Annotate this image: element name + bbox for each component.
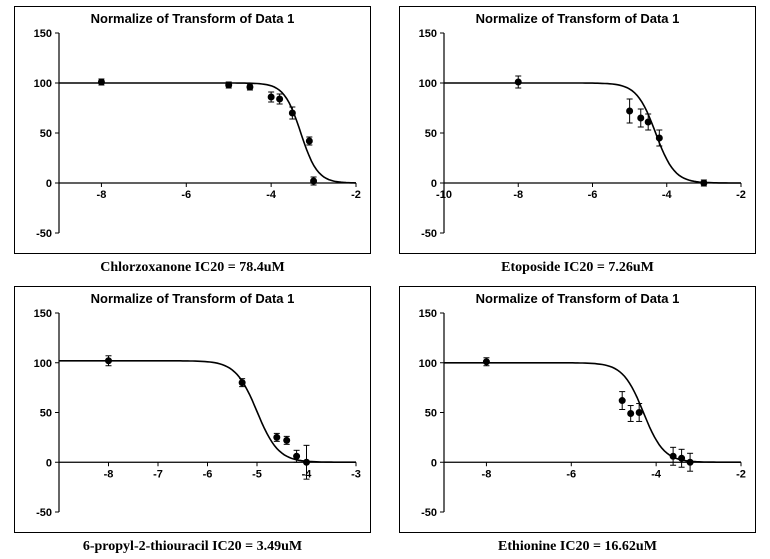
svg-text:100: 100 (419, 358, 437, 370)
svg-text:50: 50 (425, 128, 437, 140)
panel-title: Normalize of Transform of Data 1 (15, 11, 370, 26)
svg-text:-8: -8 (513, 189, 523, 201)
svg-text:150: 150 (34, 28, 52, 40)
panel-title: Normalize of Transform of Data 1 (15, 291, 370, 306)
svg-text:-5: -5 (252, 468, 262, 480)
panel-chlorzoxanone: Normalize of Transform of Data 1 -50 0 50 1… (14, 6, 371, 254)
svg-text:-50: -50 (421, 507, 437, 519)
svg-text:-50: -50 (421, 228, 437, 240)
svg-text:-50: -50 (36, 228, 52, 240)
panel-title: Normalize of Transform of Data 1 (400, 291, 755, 306)
svg-text:-3: -3 (351, 468, 361, 480)
cell-1: Normalize of Transform of Data 1 -500501… (385, 0, 770, 280)
chart-svg-1: -50050100150-10-8-6-4-2 (400, 7, 755, 253)
svg-text:-2: -2 (736, 468, 746, 480)
caption-chlorzoxanone: Chlorzoxanone IC20 = 78.4uM (100, 260, 285, 276)
svg-text:-50: -50 (36, 507, 52, 519)
svg-text:100: 100 (419, 78, 437, 90)
svg-text:-6: -6 (181, 189, 191, 201)
chart-svg-2: -50050100150-8-7-6-5-4-3 (15, 287, 370, 532)
svg-text:-10: -10 (436, 189, 452, 201)
svg-text:50: 50 (425, 408, 437, 420)
panel-ethionine: Normalize of Transform of Data 1 -50 0 50 1… (399, 286, 756, 533)
chart-svg-0: -50 0 50 100 150 -8 -6 -4 -2 (15, 7, 370, 253)
panel-propylthiouracil: Normalize of Transform of Data 1 -50 0 50 1… (14, 286, 371, 533)
svg-text:-2: -2 (736, 189, 746, 201)
panel-etoposide: Normalize of Transform of Data 1 -500501… (399, 6, 756, 254)
svg-text:100: 100 (34, 78, 52, 90)
svg-text:50: 50 (40, 408, 52, 420)
caption-propylthiouracil: 6-propyl-2-thiouracil IC20 = 3.49uM (83, 539, 302, 555)
svg-text:-6: -6 (203, 468, 213, 480)
svg-text:100: 100 (34, 358, 52, 370)
svg-text:-4: -4 (651, 468, 662, 480)
svg-text:-7: -7 (153, 468, 163, 480)
chart-svg-3: -50 0 50 100 150 -8 -6 -4 -2 (400, 287, 755, 532)
caption-ethionine: Ethionine IC20 = 16.62uM (498, 539, 657, 555)
svg-text:150: 150 (34, 308, 52, 320)
cell-3: Normalize of Transform of Data 1 -50 0 50 1… (385, 280, 770, 559)
svg-text:-6: -6 (588, 189, 598, 201)
cell-2: Normalize of Transform of Data 1 -50 0 50 1… (0, 280, 385, 559)
svg-text:-6: -6 (566, 468, 576, 480)
svg-text:-8: -8 (482, 468, 492, 480)
panel-title: Normalize of Transform of Data 1 (400, 11, 755, 26)
svg-text:150: 150 (419, 308, 437, 320)
svg-text:-2: -2 (351, 189, 361, 201)
svg-text:-8: -8 (104, 468, 114, 480)
svg-text:0: 0 (431, 457, 437, 469)
svg-text:0: 0 (46, 178, 52, 190)
svg-text:-4: -4 (662, 189, 673, 201)
chart-grid: Normalize of Transform of Data 1 -500501… (0, 0, 770, 559)
svg-text:50: 50 (40, 128, 52, 140)
svg-text:-8: -8 (97, 189, 107, 201)
caption-etoposide: Etoposide IC20 = 7.26uM (501, 260, 654, 276)
svg-text:0: 0 (46, 457, 52, 469)
svg-text:-4: -4 (266, 189, 277, 201)
svg-text:150: 150 (419, 28, 437, 40)
cell-0: Normalize of Transform of Data 1 -50 0 50 1… (0, 0, 385, 280)
